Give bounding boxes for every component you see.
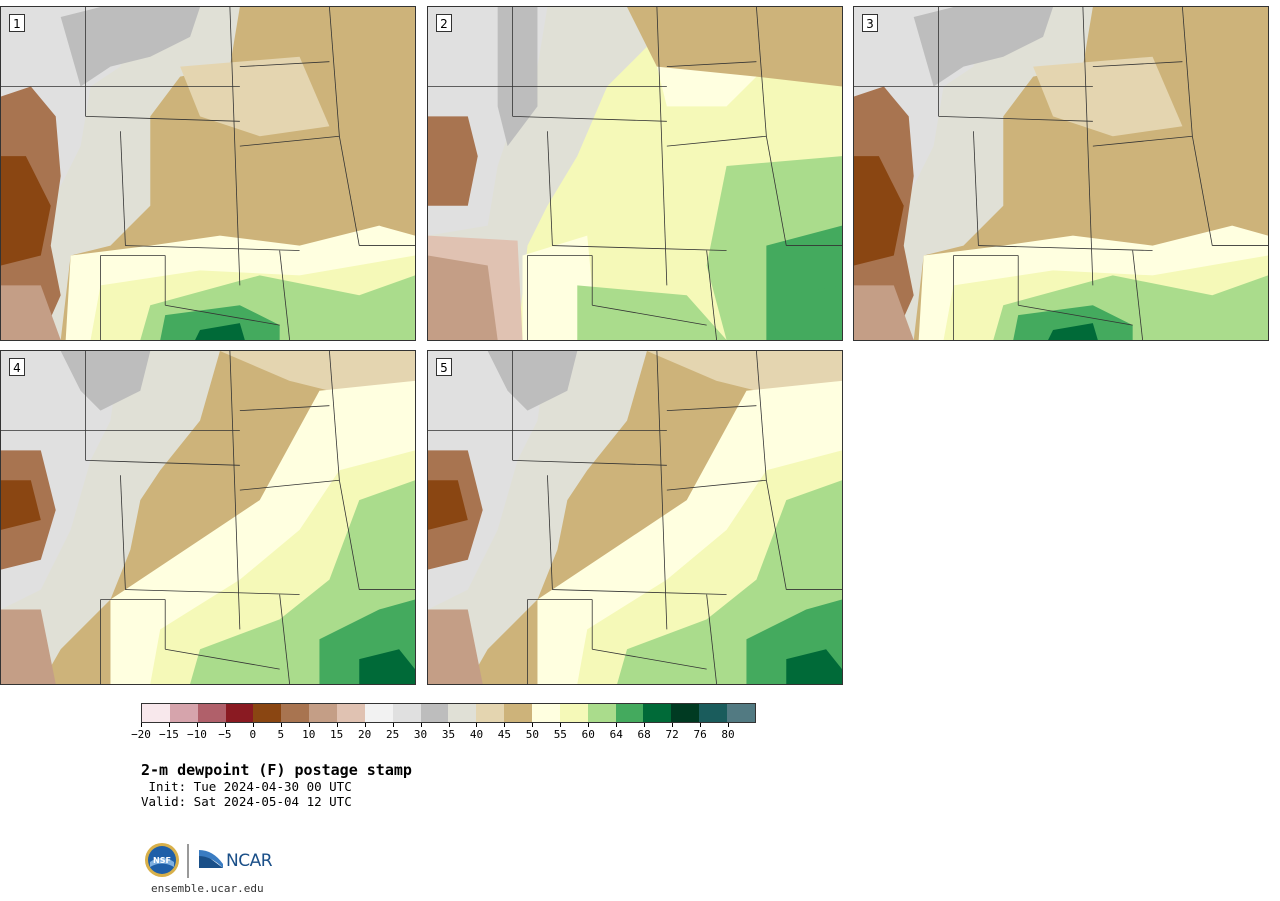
colorbar-swatch xyxy=(587,704,616,722)
colorbar-tick-label: −15 xyxy=(159,728,179,741)
colorbar-tick-mark xyxy=(420,723,422,727)
valid-time: Valid: Sat 2024-05-04 12 UTC xyxy=(141,794,352,809)
colorbar-tick-mark xyxy=(141,723,142,727)
colorbar-tick-label: 72 xyxy=(665,728,679,741)
dewpoint-map-5 xyxy=(428,351,842,684)
colorbar-tick-label: −5 xyxy=(218,728,232,741)
colorbar-swatch xyxy=(142,704,170,722)
colorbar-tick-label: −10 xyxy=(186,728,207,741)
colorbar-tick-mark xyxy=(392,723,394,727)
colorbar-tick-mark xyxy=(728,723,730,727)
nsf-logo-icon: NSF xyxy=(145,843,179,877)
colorbar-swatch xyxy=(309,704,338,722)
colorbar-swatch xyxy=(504,704,533,722)
colorbar-tick-label: 25 xyxy=(385,728,400,741)
colorbar-tick-label: 0 xyxy=(249,728,257,741)
ncar-logo-text: NCAR xyxy=(226,851,273,871)
member-panel-5: 5 xyxy=(427,350,843,685)
colorbar-tick-label: 55 xyxy=(553,728,567,741)
colorbar-tick-label: 5 xyxy=(277,728,285,741)
colorbar-tick-label: 76 xyxy=(693,728,707,741)
figure-title: 2-m dewpoint (F) postage stamp xyxy=(141,761,412,779)
colorbar-tick-mark xyxy=(560,723,562,727)
colorbar xyxy=(141,703,756,723)
colorbar-swatch xyxy=(197,704,226,722)
member-number-4: 4 xyxy=(9,358,25,376)
colorbar-swatch xyxy=(281,704,310,722)
colorbar-swatch xyxy=(476,704,505,722)
colorbar-tick-mark xyxy=(532,723,534,727)
init-time: Init: Tue 2024-04-30 00 UTC xyxy=(141,779,352,794)
colorbar-ticks: −20 −15 −10 −5 0 5 10 15 20 25 30 35 40 45 50 55 60 64 68 7… xyxy=(131,723,756,743)
member-panel-1: 1 xyxy=(0,6,416,341)
colorbar-tick-mark xyxy=(672,723,674,727)
colorbar-tick-label: 35 xyxy=(441,728,456,741)
colorbar-tick-mark xyxy=(476,723,478,727)
colorbar-swatch xyxy=(559,704,588,722)
colorbar-swatch xyxy=(420,704,449,722)
colorbar-tick-mark xyxy=(224,723,226,727)
colorbar-swatch xyxy=(448,704,477,722)
colorbar-tick-mark xyxy=(308,723,310,727)
colorbar-tick-mark xyxy=(280,723,282,727)
colorbar-tick-mark xyxy=(336,723,338,727)
colorbar-tick-label: 30 xyxy=(413,728,428,741)
dewpoint-map-3 xyxy=(854,7,1268,340)
member-number-3: 3 xyxy=(862,14,878,32)
colorbar-swatch xyxy=(671,704,700,722)
colorbar-swatch xyxy=(392,704,421,722)
colorbar-swatch xyxy=(643,704,672,722)
colorbar-tick-mark xyxy=(504,723,506,727)
colorbar-swatch xyxy=(253,704,282,722)
member-number-1: 1 xyxy=(9,14,25,32)
colorbar-tick-label: 40 xyxy=(469,728,484,741)
colorbar-tick-mark xyxy=(196,723,198,727)
member-number-5: 5 xyxy=(436,358,452,376)
colorbar-swatch xyxy=(727,704,755,722)
colorbar-tick-label: 15 xyxy=(330,728,344,741)
colorbar-tick-label: 60 xyxy=(581,728,595,741)
nsf-logo-text: NSF xyxy=(153,856,171,865)
colorbar-tick-label: 45 xyxy=(497,728,512,741)
colorbar-tick-label: 50 xyxy=(525,728,539,741)
colorbar-tick-label: 10 xyxy=(302,728,316,741)
colorbar-tick-label: −20 xyxy=(131,728,151,741)
colorbar-tick-label: 80 xyxy=(721,728,735,741)
colorbar-tick-mark xyxy=(252,723,254,727)
colorbar-tick-mark xyxy=(168,723,170,727)
colorbar-swatch xyxy=(169,704,198,722)
dewpoint-map-1 xyxy=(1,7,415,340)
colorbar-tick-mark xyxy=(448,723,450,727)
member-panel-4: 4 xyxy=(0,350,416,685)
colorbar-tick-label: 64 xyxy=(609,728,623,741)
colorbar-tick-mark xyxy=(644,723,646,727)
colorbar-tick-mark xyxy=(616,723,618,727)
dewpoint-map-2 xyxy=(428,7,842,340)
colorbar-swatch xyxy=(337,704,365,722)
colorbar-swatch xyxy=(225,704,254,722)
colorbar-swatch xyxy=(615,704,644,722)
dewpoint-map-4 xyxy=(1,351,415,684)
colorbar-tick-mark xyxy=(364,723,366,727)
member-panel-3: 3 xyxy=(853,6,1269,341)
colorbar-tick-mark xyxy=(588,723,590,727)
member-number-2: 2 xyxy=(436,14,452,32)
colorbar-swatch xyxy=(364,704,393,722)
colorbar-swatch xyxy=(699,704,728,722)
logos: NSF xyxy=(145,843,223,878)
colorbar-tick-label: 20 xyxy=(358,728,372,741)
colorbar-swatch xyxy=(532,704,560,722)
member-panel-2: 2 xyxy=(427,6,843,341)
colorbar-tick-mark xyxy=(700,723,702,727)
ncar-logo-icon xyxy=(199,850,223,868)
colorbar-tick-label: 68 xyxy=(637,728,651,741)
site-url: ensemble.ucar.edu xyxy=(151,882,264,895)
